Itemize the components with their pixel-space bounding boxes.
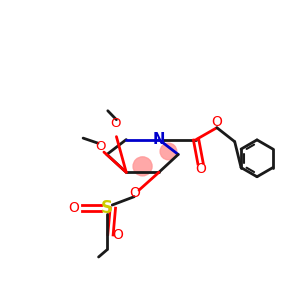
Text: O: O <box>68 201 79 215</box>
Circle shape <box>160 143 177 160</box>
Text: O: O <box>195 162 206 176</box>
Text: O: O <box>111 117 121 130</box>
Text: O: O <box>212 116 222 129</box>
Text: S: S <box>101 199 113 217</box>
Text: O: O <box>129 186 140 200</box>
Text: N: N <box>153 131 165 146</box>
Circle shape <box>133 157 152 176</box>
Text: O: O <box>112 228 123 242</box>
Text: O: O <box>96 140 106 153</box>
